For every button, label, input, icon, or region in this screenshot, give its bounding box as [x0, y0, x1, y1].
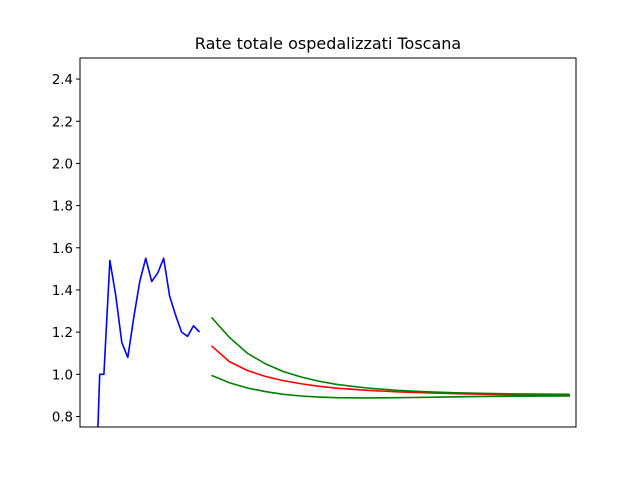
y-tick-label: 2.2	[52, 115, 73, 130]
plot-frame	[79, 57, 577, 428]
y-axis: 0.8 1.0 1.2 1.4 1.6 1.8 2.0 2.2 2.4	[52, 73, 80, 425]
series-line-0	[97, 257, 201, 427]
series-line-3	[211, 374, 571, 399]
y-tick-label: 1.2	[52, 326, 73, 341]
y-tick-label: 2.4	[52, 73, 73, 88]
y-tick-label: 1.6	[52, 242, 73, 257]
series-line-1	[210, 345, 571, 397]
y-tick-label: 0.8	[52, 410, 73, 425]
chart-title: Rate totale ospedalizzati Toscana	[195, 34, 461, 53]
y-tick-label: 1.0	[52, 368, 73, 383]
y-tick-label: 2.0	[52, 157, 73, 172]
y-tick-label: 1.4	[52, 284, 73, 299]
series-line-2	[210, 316, 571, 396]
y-tick-label: 1.8	[52, 200, 73, 215]
series-layer	[97, 257, 571, 427]
